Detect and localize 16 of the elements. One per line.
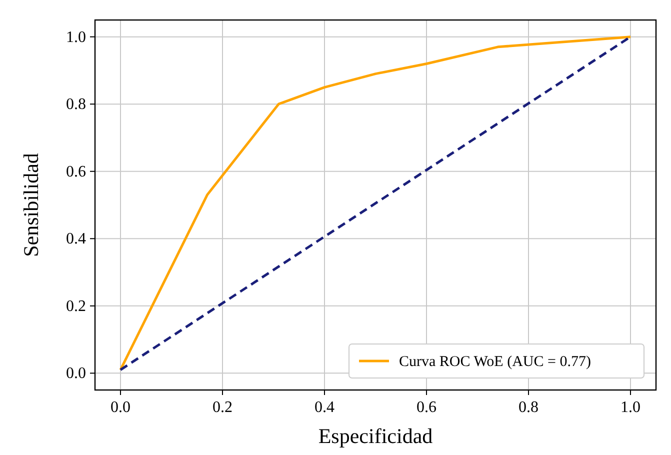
x-tick-label: 1.0 [620,399,640,416]
x-axis-title: Especificidad [318,424,434,448]
y-axis-title: Sensibilidad [19,152,43,257]
legend-label: Curva ROC WoE (AUC = 0.77) [399,354,591,370]
x-tick-label: 0.0 [110,399,130,416]
y-tick-label: 0.2 [66,298,86,315]
y-tick-label: 0.6 [66,163,86,180]
x-tick-label: 0.6 [416,399,436,416]
line-series [119,36,632,372]
x-tick-label: 0.8 [518,399,538,416]
y-tick-label: 1.0 [66,28,86,46]
y-tick-label: 0.8 [66,96,86,114]
y-tick-label: 0.0 [66,365,86,382]
x-tick-label: 0.2 [212,399,232,416]
x-tick-label: 0.4 [314,399,334,416]
y-tick-label: 0.4 [66,230,86,248]
